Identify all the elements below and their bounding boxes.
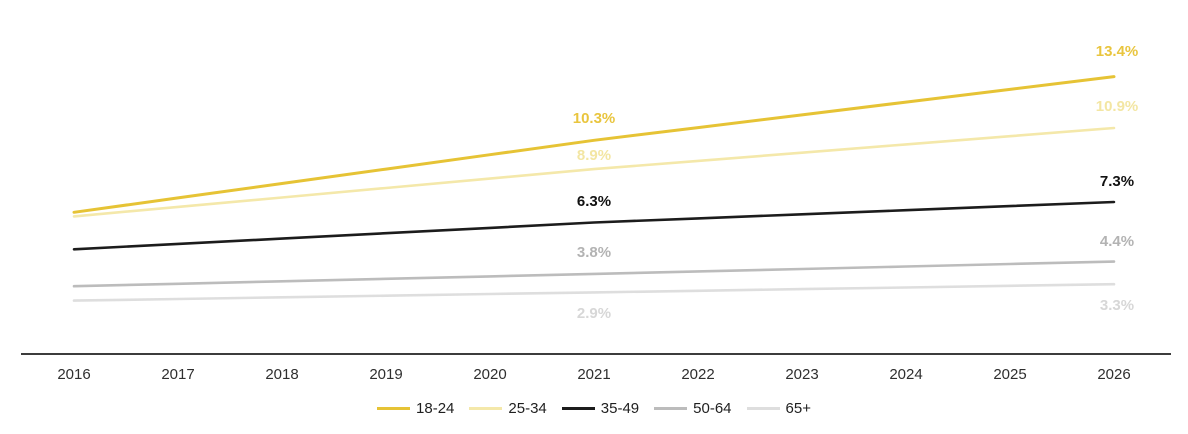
x-axis-tick-label-2026: 2026 <box>1097 366 1131 383</box>
legend-label-50-64: 50-64 <box>693 400 732 417</box>
chart-legend: 18-24 25-34 35-49 50-64 65+ <box>0 401 1188 416</box>
x-axis-tick-label-2021: 2021 <box>577 366 611 383</box>
series-line-18-24 <box>72 75 1116 214</box>
legend-swatch-35-49 <box>561 407 595 410</box>
data-label-35-49-2026: 7.3% <box>1099 172 1135 190</box>
data-label-65+-2026: 3.3% <box>1099 297 1135 315</box>
x-axis-tick-label-2024: 2024 <box>889 366 923 383</box>
legend-label-35-49: 35-49 <box>600 400 640 417</box>
x-axis-tick-label-2020: 2020 <box>473 366 507 383</box>
legend-label-65+: 65+ <box>785 400 811 417</box>
data-label-50-64-2021: 3.8% <box>576 243 612 261</box>
x-axis-tick-label-2022: 2022 <box>681 366 715 383</box>
x-axis-tick-label-2018: 2018 <box>265 366 299 383</box>
data-label-25-34-2026: 10.9% <box>1095 98 1139 115</box>
legend-label-25-34: 25-34 <box>508 400 547 417</box>
x-axis-tick-label-2019: 2019 <box>369 366 403 383</box>
x-axis-line <box>21 353 1171 355</box>
data-label-25-34-2021: 8.9% <box>576 147 612 165</box>
data-label-18-24-2021: 10.3% <box>572 110 616 128</box>
legend-label-18-24: 18-24 <box>416 400 455 417</box>
legend-swatch-50-64 <box>654 407 688 410</box>
x-axis-tick-label-2023: 2023 <box>785 366 819 383</box>
legend-item-35-49: 35-49 <box>561 400 640 417</box>
data-label-18-24-2026: 13.4% <box>1095 42 1139 60</box>
legend-swatch-25-34 <box>469 407 503 410</box>
legend-item-18-24: 18-24 <box>377 401 454 416</box>
legend-item-65+: 65+ <box>746 400 811 417</box>
data-label-65+-2021: 2.9% <box>576 305 612 323</box>
data-label-35-49-2021: 6.3% <box>576 192 612 210</box>
legend-item-25-34: 25-34 <box>469 400 547 417</box>
series-line-50-64 <box>72 260 1116 288</box>
series-line-35-49 <box>72 200 1116 251</box>
legend-swatch-65+ <box>746 407 780 410</box>
data-label-50-64-2026: 4.4% <box>1099 232 1135 250</box>
x-axis-tick-label-2017: 2017 <box>161 366 195 383</box>
series-line-25-34 <box>72 126 1116 218</box>
legend-swatch-18-24 <box>377 407 411 410</box>
x-axis-tick-label-2016: 2016 <box>57 366 91 383</box>
legend-item-50-64: 50-64 <box>654 400 732 417</box>
x-axis-tick-label-2025: 2025 <box>993 366 1027 383</box>
series-line-65+ <box>72 282 1116 302</box>
